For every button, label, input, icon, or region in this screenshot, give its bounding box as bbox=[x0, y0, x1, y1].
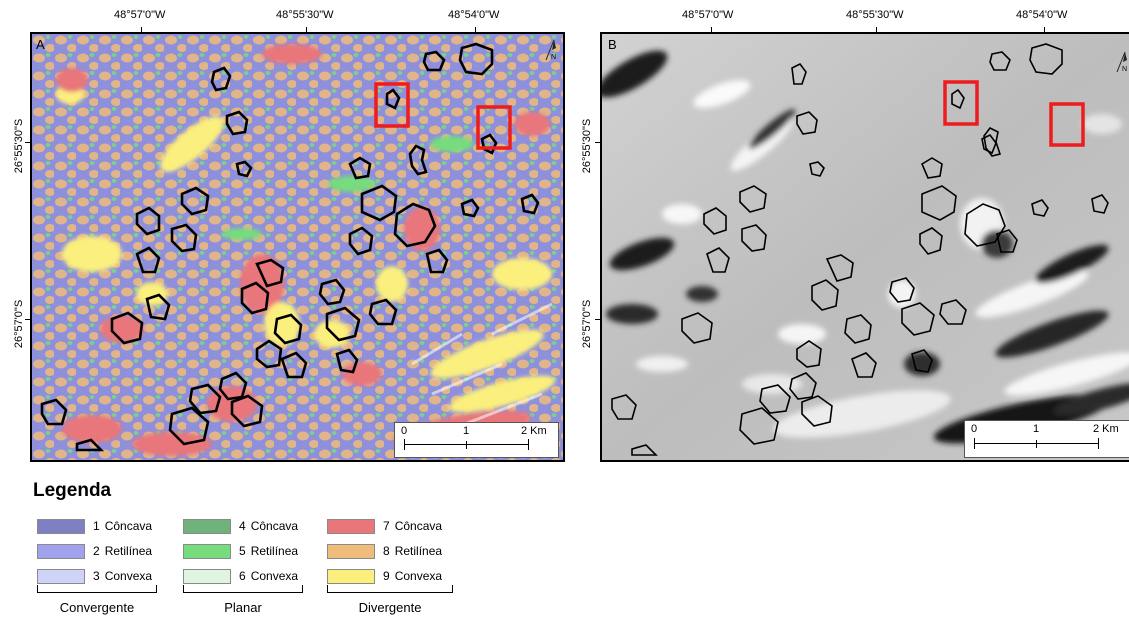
map-a-lon-label-2: 48°55'30"W bbox=[276, 9, 334, 21]
legend-num-4: 4 bbox=[239, 519, 246, 533]
legend-swatch-5 bbox=[183, 543, 231, 559]
legend-item-5: 5 Retilínea bbox=[183, 542, 298, 560]
map-a-lon-label-1: 48°57'0"W bbox=[114, 9, 166, 21]
map-b-lon-label-1: 48°57'0"W bbox=[682, 9, 734, 21]
legend-swatch-8 bbox=[327, 543, 375, 559]
legend-num-2: 2 bbox=[93, 544, 100, 558]
legend-swatch-2 bbox=[37, 543, 85, 559]
map-a-feature-outlines bbox=[40, 42, 540, 452]
map-b-lon-label-2: 48°55'30"W bbox=[846, 9, 904, 21]
legend-item-2: 2 Retilínea bbox=[37, 542, 152, 560]
legend-label-5: Retilínea bbox=[250, 544, 299, 558]
legend-num-9: 9 bbox=[383, 569, 390, 583]
legend-item-3: 3 Convexa bbox=[37, 567, 152, 585]
legend-group-planar: Planar bbox=[224, 600, 262, 615]
map-b-lon-label-3: 48°54'0"W bbox=[1016, 9, 1068, 21]
map-a-lat-label-1: 26°55'30"S bbox=[13, 118, 25, 174]
map-a-scale-label-0: 0 bbox=[401, 425, 408, 437]
map-b-highlight-box-2 bbox=[1049, 102, 1085, 147]
map-b-hillshade-raster bbox=[602, 34, 1129, 460]
legend-item-8: 8 Retilínea bbox=[327, 542, 442, 560]
legend-label-7: Côncava bbox=[394, 519, 443, 533]
legend-num-3: 3 bbox=[93, 569, 100, 583]
map-a-north-arrow-icon bbox=[545, 39, 556, 61]
legend-swatch-7 bbox=[327, 518, 375, 534]
map-a-curvature-raster bbox=[32, 34, 563, 460]
legend-item-4: 4 Côncava bbox=[183, 517, 298, 535]
legend-bracket-convergente bbox=[37, 585, 157, 593]
legend-group-convergente: Convergente bbox=[59, 600, 135, 615]
map-a-scale-label-2: 2 Km bbox=[521, 425, 547, 437]
legend-swatch-4 bbox=[183, 518, 231, 534]
map-a-scale-label-1: 1 bbox=[463, 425, 470, 437]
map-a-lat-label-2: 26°57'0"S bbox=[13, 299, 25, 349]
map-b-scale-label-1: 1 bbox=[1033, 423, 1040, 435]
legend-bracket-planar bbox=[183, 585, 303, 593]
map-a-panel-letter: A bbox=[36, 37, 45, 52]
map-b-scalebar: 0 1 2 Km bbox=[964, 420, 1129, 458]
legend-label-6: Convexa bbox=[250, 569, 299, 583]
legend-num-5: 5 bbox=[239, 544, 246, 558]
legend-num-8: 8 bbox=[383, 544, 390, 558]
map-a-lon-label-3: 48°54'0"W bbox=[448, 9, 500, 21]
map-b-scale-label-0: 0 bbox=[971, 423, 978, 435]
map-b-scale-label-2: 2 Km bbox=[1093, 423, 1119, 435]
legend-num-1: 1 bbox=[93, 519, 100, 533]
legend-swatch-1 bbox=[37, 518, 85, 534]
legend-num-6: 6 bbox=[239, 569, 246, 583]
legend-label-9: Convexa bbox=[394, 569, 443, 583]
map-b-north-arrow-icon bbox=[1116, 51, 1127, 73]
legend-item-7: 7 Côncava bbox=[327, 517, 442, 535]
map-panel-b: B N 0 1 2 Km bbox=[600, 32, 1129, 462]
legend-label-4: Côncava bbox=[250, 519, 299, 533]
legend-swatch-9 bbox=[327, 568, 375, 584]
legend-item-9: 9 Convexa bbox=[327, 567, 442, 585]
legend-label-2: Retilínea bbox=[104, 544, 153, 558]
map-b-north-label: N bbox=[1121, 66, 1127, 73]
legend-item-1: 1 Côncava bbox=[37, 517, 152, 535]
legend-swatch-3 bbox=[37, 568, 85, 584]
legend-label-1: Côncava bbox=[104, 519, 153, 533]
map-a-north-label: N bbox=[550, 54, 556, 61]
map-b-highlight-box-1 bbox=[943, 80, 979, 126]
legend-bracket-divergente bbox=[327, 585, 453, 593]
map-b-panel-letter: B bbox=[608, 37, 617, 52]
legend-label-8: Retilínea bbox=[394, 544, 443, 558]
map-a-highlight-box-1 bbox=[374, 82, 410, 128]
legend-num-7: 7 bbox=[383, 519, 390, 533]
legend-group-divergente: Divergente bbox=[358, 600, 422, 615]
map-b-lat-label-1: 26°55'30"S bbox=[581, 118, 593, 174]
map-panel-a: A N 0 1 2 Km bbox=[30, 32, 565, 462]
map-b-lat-label-2: 26°57'0"S bbox=[581, 299, 593, 349]
legend-title: Legenda bbox=[33, 480, 112, 501]
map-a-highlight-box-2 bbox=[476, 105, 512, 150]
legend-label-3: Convexa bbox=[104, 569, 153, 583]
map-b-feature-outlines bbox=[611, 43, 1109, 456]
map-a-scalebar: 0 1 2 Km bbox=[394, 422, 559, 458]
legend-swatch-6 bbox=[183, 568, 231, 584]
legend-item-6: 6 Convexa bbox=[183, 567, 298, 585]
